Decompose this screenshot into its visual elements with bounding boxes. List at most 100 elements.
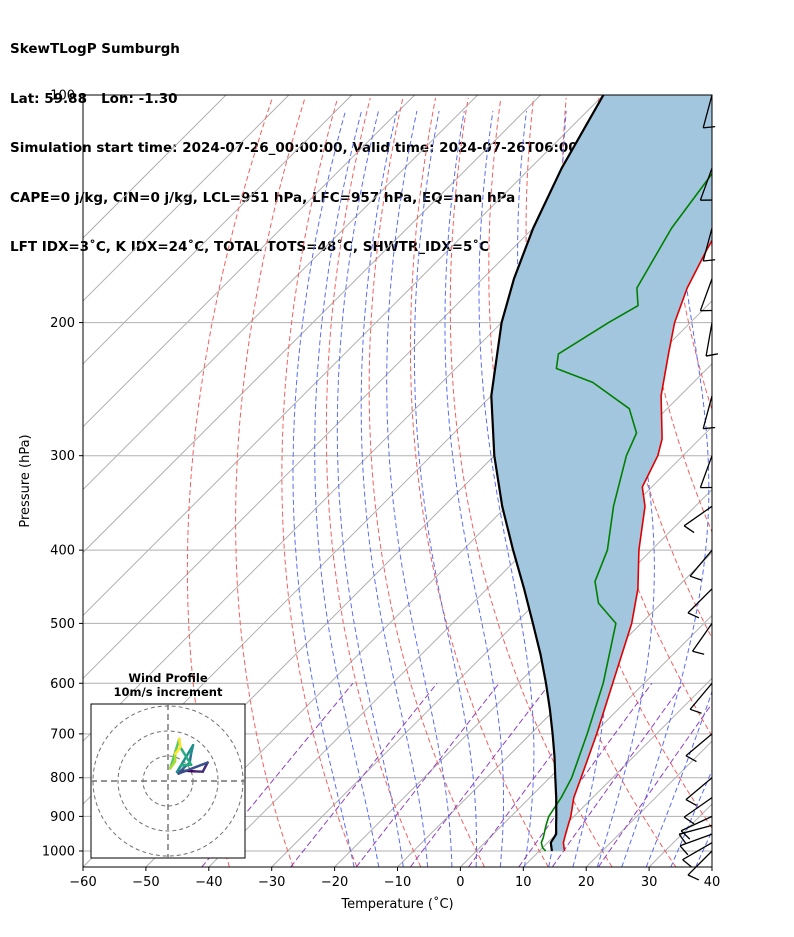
moist-adiabat — [645, 690, 712, 867]
wind-barb — [689, 682, 713, 714]
wind-barb — [685, 733, 713, 763]
x-tick-label: −50 — [132, 875, 159, 890]
isotherm-line — [83, 95, 478, 491]
dry-adiabat — [762, 98, 794, 867]
isotherm-line — [83, 95, 290, 302]
isotherm-line — [334, 488, 712, 867]
inset-title: Wind Profile — [128, 671, 208, 685]
dewpoint-profile-line — [540, 172, 712, 852]
y-tick-label: 200 — [50, 316, 75, 331]
isotherm-line — [522, 677, 712, 867]
x-axis-label: Temperature (˚C) — [340, 896, 453, 912]
parcel-area-shading — [491, 95, 712, 851]
wind-barb — [689, 549, 713, 581]
y-tick-label: 600 — [50, 677, 75, 692]
dry-adiabat — [525, 97, 712, 829]
dry-adiabat — [235, 97, 306, 867]
isotherm-line — [83, 95, 416, 428]
hodograph-ring — [117, 730, 219, 832]
moist-adiabat — [745, 111, 794, 867]
moist-adiabat — [386, 110, 453, 867]
mixing-ratio-line — [551, 683, 684, 867]
isotherm-line — [83, 95, 541, 554]
hodograph-segment — [168, 760, 177, 770]
isotherm-line — [83, 95, 604, 617]
y-tick-label: 300 — [50, 449, 75, 464]
hodograph-segment — [177, 761, 209, 775]
dry-adiabat — [409, 97, 549, 867]
dry-adiabat — [729, 98, 794, 867]
wind-barb — [699, 168, 713, 201]
x-tick-label: 40 — [704, 875, 721, 890]
wind-barb — [687, 588, 713, 619]
axes: −60 −50 −40 −30 −20 −10 0 10 20 30 40 1000 900 800 700… — [42, 89, 720, 891]
moist-adiabat — [720, 111, 794, 867]
mixing-ratio-line — [518, 683, 653, 867]
wind-barb — [685, 777, 713, 807]
moist-adiabat — [621, 110, 710, 867]
x-tick-label: 30 — [641, 875, 658, 890]
y-tick-label: 400 — [50, 544, 75, 559]
wind-barb — [682, 842, 713, 868]
y-tick-label: 900 — [50, 810, 75, 825]
isotherm-line — [83, 95, 227, 239]
y-axis-label: Pressure (hPa) — [18, 434, 33, 527]
dry-adiabat — [449, 97, 613, 867]
x-tick-label: 10 — [515, 875, 532, 890]
wind-barb — [691, 623, 713, 655]
x-tick-label: 20 — [578, 875, 595, 890]
x-tick-label: −30 — [258, 875, 285, 890]
mixing-ratio-line — [597, 702, 712, 867]
mixing-ratio-line — [409, 682, 551, 867]
moist-adiabat — [596, 110, 655, 867]
x-tick-label: −60 — [69, 875, 96, 890]
mixing-ratio-line — [290, 682, 438, 867]
y-tick-label: 1000 — [42, 844, 75, 859]
wind-barb — [702, 227, 716, 262]
y-tick-label: 100 — [50, 89, 75, 104]
wind-barb — [683, 797, 713, 825]
y-tick-label: 700 — [50, 727, 75, 742]
hodograph-segment — [179, 745, 193, 767]
profile-lines — [490, 95, 712, 852]
wind-barb — [705, 322, 719, 357]
chart-title: SkewTLogP Sumburgh — [10, 41, 180, 57]
moist-adiabat — [360, 110, 429, 867]
dry-adiabat — [325, 97, 422, 867]
x-tick-label: −40 — [195, 875, 222, 890]
wind-barb — [702, 94, 716, 129]
x-tick-label: −20 — [321, 875, 348, 890]
wind-barb — [678, 824, 713, 845]
y-tick-label: 500 — [50, 617, 75, 632]
moist-adiabat — [478, 110, 535, 867]
inset-subtitle: 10m/s increment — [114, 685, 223, 699]
wind-barb — [702, 395, 716, 430]
hodograph-segment — [177, 766, 185, 775]
dry-adiabat — [281, 97, 358, 867]
hodograph-segment — [178, 737, 182, 749]
isotherm-line — [83, 95, 353, 365]
moist-adiabat — [336, 110, 404, 867]
wind-barb — [699, 278, 713, 312]
isotherm-line — [711, 866, 712, 867]
wind-barb — [683, 505, 713, 534]
y-tick-label: 800 — [50, 771, 75, 786]
x-tick-label: −10 — [384, 875, 411, 890]
moist-adiabat — [314, 110, 380, 867]
wind-barbs — [678, 94, 719, 881]
parcel-profile-line — [490, 95, 605, 852]
moist-adiabat — [292, 110, 355, 867]
hodograph-inset — [90, 703, 246, 859]
hodograph-segment — [174, 745, 182, 755]
moist-adiabat — [670, 768, 712, 867]
moist-adiabat — [444, 110, 504, 867]
chart-header: SkewTLogP Sumburgh Lat: 59.88 Lon: -1.30… — [10, 8, 626, 272]
mixing-ratio-line — [355, 682, 500, 867]
x-tick-label: 0 — [456, 875, 464, 890]
wind-barb — [687, 850, 713, 881]
isotherm-line — [397, 551, 712, 867]
wind-barb — [699, 455, 713, 489]
isotherm-line — [271, 425, 712, 867]
indices-line: LFT IDX=3˚C, K IDX=24˚C, TOTAL TOTS=48˚C… — [10, 239, 490, 255]
